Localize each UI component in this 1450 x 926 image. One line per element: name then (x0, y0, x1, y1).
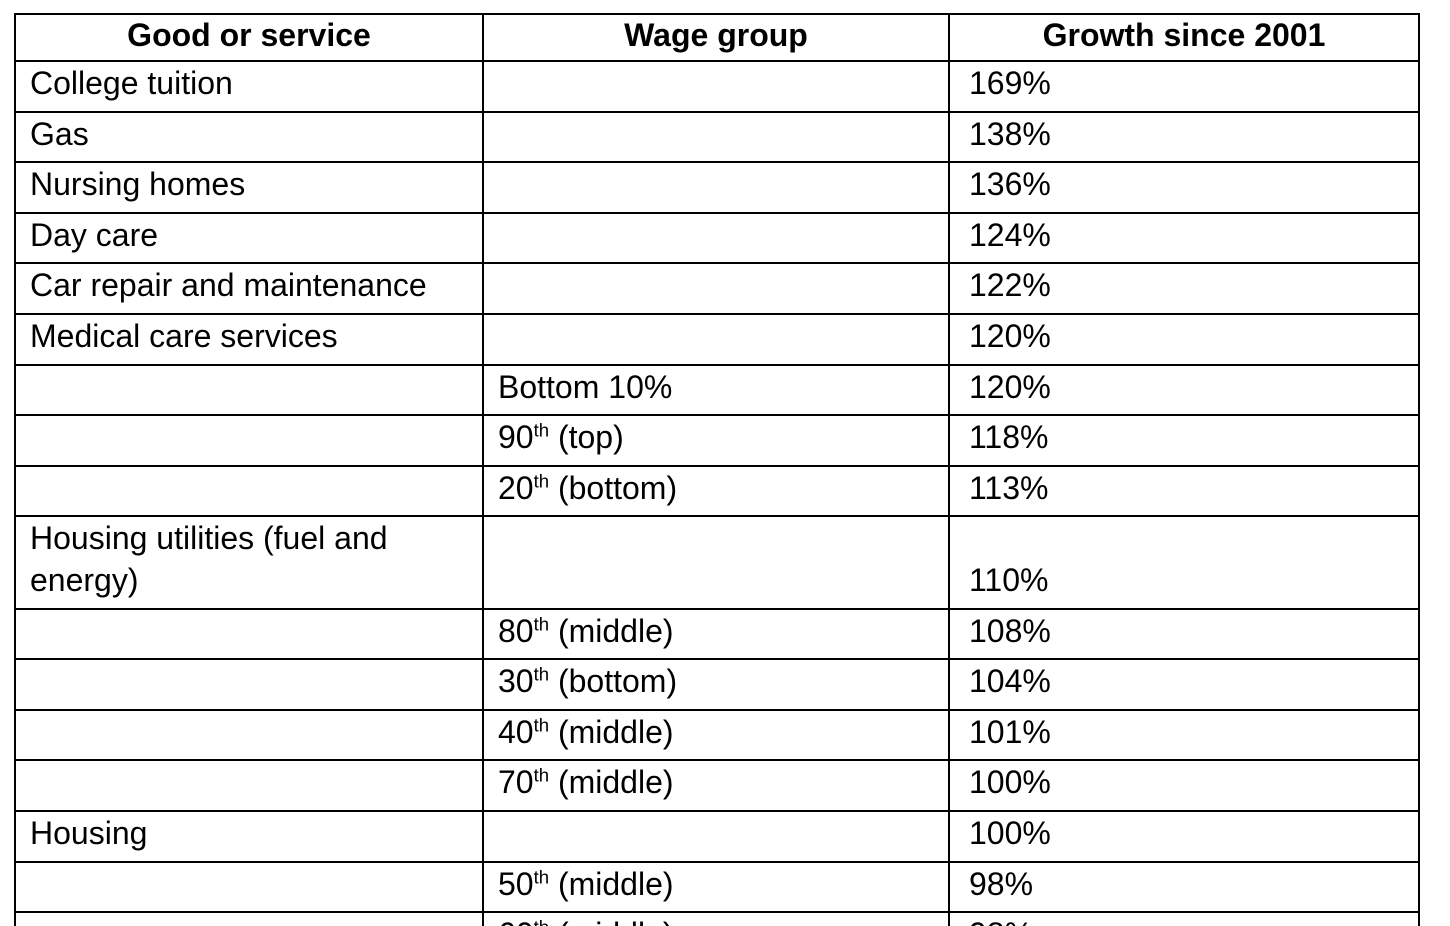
cell-growth: 101% (948, 708, 1420, 762)
cell-growth: 120% (948, 312, 1420, 366)
wage-group-text: 90 (498, 419, 534, 456)
wage-group-text: 80 (498, 612, 534, 649)
cell-growth: 124% (948, 211, 1420, 265)
wage-group-qualifier: (middle) (549, 865, 674, 902)
cell-good-or-service: Housing (14, 809, 484, 863)
cell-wage-group (482, 312, 950, 366)
table-row: 80th (middle) 108% (14, 607, 1420, 661)
col-header-growth-since-2001: Growth since 2001 (948, 13, 1420, 62)
cell-wage-group (482, 211, 950, 265)
cell-good-or-service (14, 607, 484, 661)
table-row: Bottom 10% 120% (14, 363, 1420, 417)
cell-wage-group: 80th (middle) (482, 607, 950, 661)
cell-growth: 98% (948, 911, 1420, 926)
cell-good-or-service (14, 911, 484, 926)
ordinal-suffix: th (533, 470, 550, 492)
cell-growth: 110% (948, 515, 1420, 610)
table-row: 70th (middle) 100% (14, 759, 1420, 812)
cell-wage-group: 40th (middle) (482, 708, 950, 762)
cell-good-or-service (14, 860, 484, 914)
table-row: 40th (middle) 101% (14, 708, 1420, 762)
cell-wage-group: 60th (middle) (482, 911, 950, 926)
cell-growth: 104% (948, 658, 1420, 711)
ordinal-suffix: th (533, 612, 550, 634)
wage-group-qualifier: (middle) (549, 916, 674, 926)
cell-wage-group: 30th (bottom) (482, 658, 950, 711)
table-row: 20th (bottom) 113% (14, 464, 1420, 518)
cell-wage-group (482, 161, 950, 214)
cell-good-or-service: College tuition (14, 60, 484, 113)
cell-growth: 169% (948, 60, 1420, 113)
wage-group-qualifier: (bottom) (549, 663, 678, 700)
wage-group-text: 50 (498, 865, 534, 902)
cell-growth: 100% (948, 809, 1420, 863)
cell-good-or-service (14, 658, 484, 711)
cell-growth: 118% (948, 414, 1420, 467)
ordinal-suffix: th (534, 916, 549, 926)
ordinal-suffix: th (533, 714, 550, 736)
cell-good-or-service: Gas (14, 110, 484, 164)
cell-wage-group: 20th (bottom) (482, 464, 950, 518)
wage-group-text: 30 (498, 663, 534, 700)
cell-good-or-service: Medical care services (14, 312, 484, 366)
wage-group-text: 40 (498, 713, 534, 750)
cell-good-or-service (14, 414, 484, 467)
cell-wage-group: 70th (middle) (482, 759, 950, 812)
cell-wage-group (482, 515, 950, 610)
cell-wage-group: 90th (top) (482, 414, 950, 467)
cell-good-or-service (14, 759, 484, 812)
cell-good-or-service: Nursing homes (14, 161, 484, 214)
cell-growth: 113% (948, 464, 1420, 518)
wage-group-qualifier: (middle) (549, 713, 674, 750)
table-row: Day care 124% (14, 211, 1420, 265)
cell-growth: 122% (948, 262, 1420, 315)
cell-good-or-service: Car repair and maintenance (14, 262, 484, 315)
table-row: Nursing homes 136% (14, 161, 1420, 214)
growth-table: Good or service Wage group Growth since … (14, 13, 1420, 926)
table-row: 90th (top) 118% (14, 414, 1420, 467)
ordinal-suffix: th (533, 419, 550, 441)
cell-good-or-service (14, 708, 484, 762)
ordinal-suffix: th (533, 865, 550, 887)
table-row: Housing utilities (fuel and energy) 110% (14, 515, 1420, 610)
cell-growth: 98% (948, 860, 1420, 914)
cell-good-or-service: Housing utilities (fuel and energy) (14, 515, 484, 610)
cell-wage-group (482, 110, 950, 164)
cell-wage-group: Bottom 10% (482, 363, 950, 417)
ordinal-suffix: th (533, 764, 550, 786)
table-row: Gas 138% (14, 110, 1420, 164)
cell-growth: 108% (948, 607, 1420, 661)
table-row: Medical care services 120% (14, 312, 1420, 366)
wage-group-qualifier: (middle) (549, 764, 674, 801)
wage-group-text: 70 (498, 764, 534, 801)
cell-growth: 136% (948, 161, 1420, 214)
wage-group-text: 60 (498, 916, 534, 926)
wage-group-text: Bottom 10% (498, 368, 673, 405)
wage-group-qualifier: (top) (549, 419, 624, 456)
table-row: 50th (middle) 98% (14, 860, 1420, 914)
ordinal-suffix: th (533, 663, 550, 685)
col-header-wage-group: Wage group (482, 13, 950, 62)
cell-good-or-service: Day care (14, 211, 484, 265)
cell-wage-group: 50th (middle) (482, 860, 950, 914)
header-row: Good or service Wage group Growth since … (14, 13, 1420, 62)
cell-wage-group (482, 60, 950, 113)
table-row: 60th (middle)98% (14, 911, 1420, 926)
wage-group-text: 20 (498, 469, 534, 506)
cell-good-or-service (14, 363, 484, 417)
table-row: Housing 100% (14, 809, 1420, 863)
wage-group-qualifier: (middle) (549, 612, 674, 649)
wage-group-qualifier: (bottom) (549, 469, 678, 506)
cell-growth: 138% (948, 110, 1420, 164)
cell-good-or-service (14, 464, 484, 518)
cell-wage-group (482, 262, 950, 315)
cell-growth: 120% (948, 363, 1420, 417)
table-row: Car repair and maintenance 122% (14, 262, 1420, 315)
col-header-good-or-service: Good or service (14, 13, 484, 62)
table-row: 30th (bottom) 104% (14, 658, 1420, 711)
table-row: College tuition 169% (14, 60, 1420, 113)
cell-wage-group (482, 809, 950, 863)
cell-growth: 100% (948, 759, 1420, 812)
